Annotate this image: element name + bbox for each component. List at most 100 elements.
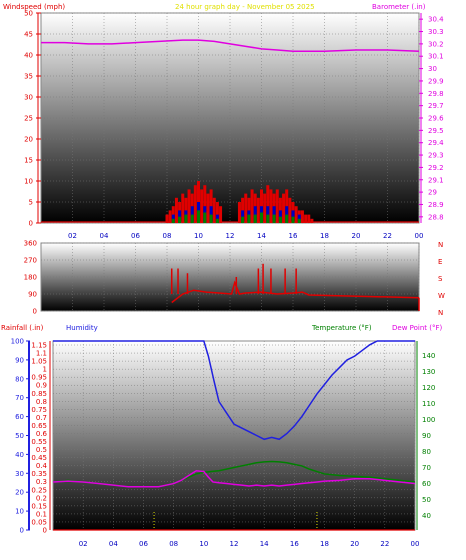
rain-tick-label: 0.25	[31, 486, 47, 494]
baro-tick-label: 29.8	[428, 90, 444, 98]
wind_avg-bar	[291, 216, 295, 223]
wind-tick-label: 20	[24, 136, 33, 144]
humidity-tick-label: 10	[15, 508, 24, 516]
rain-tick-label: 0.85	[31, 390, 47, 398]
wind-tick-label: 0	[29, 220, 33, 228]
wind_avg-bar	[260, 212, 263, 223]
wind-tick-label: 25	[24, 115, 33, 123]
baro-tick-label: 30.1	[428, 53, 444, 61]
time-tick-label: 08	[163, 232, 172, 240]
temperature-label: Temperature (°F)	[311, 324, 372, 332]
wind_gust-bar	[215, 202, 219, 223]
rain-tick-label: 0.05	[31, 518, 47, 526]
time-tick-label: 14	[260, 540, 269, 548]
time-tick-label: 10	[199, 540, 208, 548]
wind_gust-bar	[187, 189, 191, 223]
time-tick-label: 00	[415, 232, 424, 240]
rain-tick-label: 0.55	[31, 438, 47, 446]
rain-tick-label: 0.15	[31, 502, 47, 510]
wind_gust-bar	[294, 206, 298, 223]
baro-tick-label: 29.5	[428, 127, 444, 135]
time-tick-label: 12	[230, 540, 239, 548]
wind-tick-label: 50	[24, 10, 33, 18]
wind_gust-bar	[266, 185, 270, 223]
rain-tick-label: 0.65	[31, 422, 47, 430]
rain-tick-label: 1.05	[31, 358, 47, 366]
wind_gust-bar	[193, 185, 197, 223]
wind_gust-bar	[304, 214, 308, 223]
temperature-tick-label: 110	[422, 400, 435, 408]
time-tick-label: 02	[68, 232, 77, 240]
humidity-tick-label: 30	[15, 470, 24, 478]
direction-tick-label: 360	[24, 240, 37, 248]
rain-tick-label: 0.35	[31, 470, 47, 478]
wind_gust-bar	[275, 189, 279, 223]
baro-tick-label: 29.2	[428, 164, 444, 172]
barometer-title: Barometer (.in)	[372, 3, 426, 11]
humidity-tick-label: 40	[15, 451, 24, 459]
wind-tick-label: 15	[24, 157, 33, 165]
compass-label: W	[438, 292, 445, 300]
wind_gust-bar	[250, 189, 254, 223]
wind_avg-bar	[297, 218, 301, 223]
wind_gust-bar	[263, 193, 267, 223]
baro-tick-label: 30.2	[428, 40, 444, 48]
humidity-tick-label: 70	[15, 394, 24, 402]
wind-tick-label: 40	[24, 52, 33, 60]
rainfall-label: Rainfall (.in)	[1, 324, 44, 332]
wind_avg-bar	[197, 210, 200, 223]
temperature-tick-label: 130	[422, 368, 435, 376]
time-tick-label: 20	[350, 540, 359, 548]
wind_avg-bar	[171, 218, 175, 223]
humidity-tick-label: 0	[20, 527, 24, 535]
baro-tick-label: 30.3	[428, 28, 444, 36]
temperature-tick-label: 70	[422, 464, 431, 472]
time-tick-label: 18	[320, 232, 329, 240]
rain-tick-label: 0.5	[36, 446, 47, 454]
wind_gust-bar	[307, 214, 311, 223]
rain-tick-label: 0.3	[36, 478, 47, 486]
wind_avg-bar	[253, 214, 257, 223]
wind_gust-bar	[282, 193, 286, 223]
rain-tick-label: 0.2	[36, 494, 47, 502]
rain-tick-label: 0.4	[36, 462, 48, 470]
wind_gust-bar	[165, 214, 169, 223]
time-tick-label: 22	[380, 540, 389, 548]
wind_gust-bar	[200, 189, 204, 223]
time-tick-label: 20	[352, 232, 361, 240]
rain-tick-label: 0	[43, 527, 47, 535]
wind_avg-bar	[209, 214, 213, 223]
wind_gust-bar	[168, 210, 172, 223]
time-tick-label: 16	[290, 540, 299, 548]
dew_point-line	[52, 469, 416, 488]
wind_gust-bar	[237, 202, 241, 223]
compass-label: N	[438, 309, 443, 317]
temperature-tick-label: 140	[422, 352, 435, 360]
rain-tick-label: 0.95	[31, 374, 47, 382]
time-tick-label: 14	[257, 232, 266, 240]
direction-tick-label: 90	[28, 291, 37, 299]
humidity-tick-label: 60	[15, 413, 24, 421]
time-tick-label: 10	[194, 232, 203, 240]
rain-tick-label: 0.45	[31, 454, 47, 462]
baro-tick-label: 29	[428, 189, 437, 197]
dew-point-label: Dew Point (°F)	[392, 324, 443, 332]
temperature-tick-label: 90	[422, 432, 431, 440]
direction-line	[171, 280, 420, 304]
wind_gust-bar	[206, 193, 210, 223]
wind_avg-bar	[215, 218, 219, 223]
wind_gust-bar	[288, 197, 292, 223]
graph-title: 24 hour graph day - November 05 2025	[175, 3, 315, 11]
wind_avg-bar	[266, 214, 270, 223]
wind_gust-bar	[269, 189, 273, 223]
rain-tick-label: 1	[43, 366, 47, 374]
temperature-tick-label: 50	[422, 496, 431, 504]
rain-tick-label: 0.6	[36, 430, 48, 438]
wind_avg-bar	[247, 214, 251, 223]
time-tick-label: 22	[383, 232, 392, 240]
wind_avg-bar	[241, 216, 245, 223]
wind_avg-bar	[178, 216, 182, 223]
humidity-line	[53, 340, 415, 441]
baro-tick-label: 29.1	[428, 176, 444, 184]
